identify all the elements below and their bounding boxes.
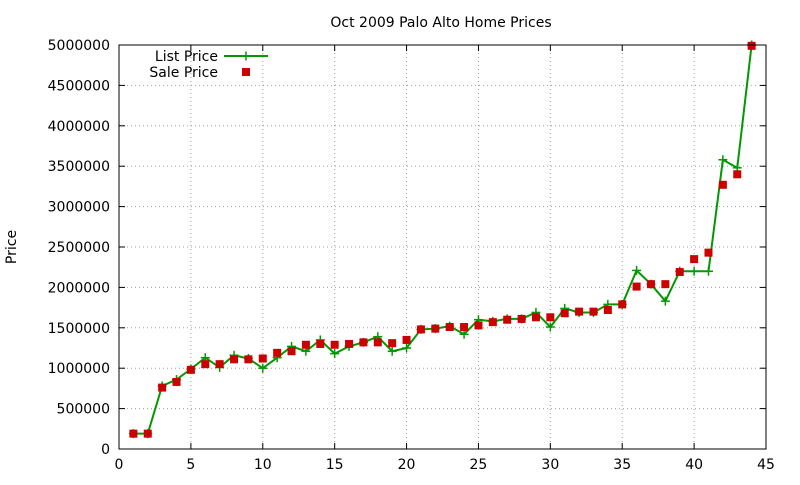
list-price-point bbox=[718, 155, 728, 165]
sale-price-point bbox=[244, 355, 253, 364]
sale-price-point bbox=[215, 360, 224, 369]
sale-price-point bbox=[258, 354, 267, 363]
sale-price-point bbox=[388, 339, 397, 348]
list-price-point bbox=[632, 265, 642, 275]
sale-price-point bbox=[330, 340, 339, 349]
sale-price-point bbox=[373, 338, 382, 347]
plot-series bbox=[128, 40, 757, 439]
sale-price-point bbox=[690, 255, 699, 264]
legend-label-sale-price: Sale Price bbox=[149, 65, 218, 81]
sale-price-point bbox=[531, 313, 540, 322]
plot-border bbox=[118, 44, 767, 450]
sale-price-point bbox=[675, 268, 684, 277]
y-tick-label: 1000000 bbox=[48, 361, 110, 377]
sale-price-point bbox=[345, 339, 354, 348]
sale-price-point bbox=[718, 180, 727, 189]
sale-price-point bbox=[589, 307, 598, 316]
legend-marker-list-price bbox=[241, 51, 251, 61]
y-tick-label: 4500000 bbox=[48, 78, 110, 94]
sale-price-point bbox=[747, 41, 756, 50]
x-tick-label: 0 bbox=[115, 457, 124, 473]
grid-lines bbox=[119, 45, 766, 449]
y-tick-label: 5000000 bbox=[48, 38, 110, 54]
sale-price-point bbox=[316, 339, 325, 348]
sale-price-point bbox=[517, 314, 526, 323]
sale-price-point bbox=[301, 340, 310, 349]
y-tick-label: 500000 bbox=[57, 402, 110, 418]
list-price-line bbox=[133, 44, 753, 435]
sale-price-point bbox=[287, 347, 296, 356]
sale-price-point bbox=[560, 309, 569, 318]
list-price-point bbox=[459, 329, 469, 339]
list-price-point bbox=[402, 343, 412, 353]
y-tick-label: 3000000 bbox=[48, 200, 110, 216]
sale-price-point bbox=[402, 335, 411, 344]
sale-price-point bbox=[488, 318, 497, 327]
sale-price-point bbox=[661, 280, 670, 289]
y-tick-label: 2500000 bbox=[48, 240, 110, 256]
sale-price-point bbox=[733, 170, 742, 179]
x-tick-label: 15 bbox=[326, 457, 344, 473]
list-price-point bbox=[689, 266, 699, 276]
sale-price-point bbox=[445, 322, 454, 331]
sale-price-point bbox=[143, 429, 152, 438]
y-axis-label: Price bbox=[4, 230, 20, 264]
x-tick-label: 25 bbox=[470, 457, 488, 473]
sale-price-point bbox=[474, 321, 483, 330]
sale-price-point bbox=[158, 383, 167, 392]
sale-price-point bbox=[618, 300, 627, 309]
x-tick-label: 40 bbox=[685, 457, 703, 473]
sale-price-point bbox=[172, 377, 181, 386]
x-tick-label: 5 bbox=[186, 457, 195, 473]
sale-price-point bbox=[359, 338, 368, 347]
sale-price-point bbox=[503, 315, 512, 324]
list-price-point bbox=[330, 349, 340, 359]
sale-price-point bbox=[632, 282, 641, 291]
chart-title: Oct 2009 Palo Alto Home Prices bbox=[330, 15, 551, 31]
legend-swatch-sale-price bbox=[242, 68, 250, 76]
list-price-point bbox=[387, 346, 397, 356]
list-price-point bbox=[703, 266, 713, 276]
y-tick-label: 0 bbox=[101, 442, 110, 458]
sale-price-point bbox=[460, 322, 469, 331]
sale-price-point bbox=[704, 248, 713, 257]
x-tick-label: 20 bbox=[398, 457, 416, 473]
x-tick-label: 10 bbox=[254, 457, 272, 473]
sale-price-point bbox=[273, 348, 282, 357]
list-price-point bbox=[545, 322, 555, 332]
sale-price-point bbox=[230, 355, 239, 364]
y-tick-label: 2000000 bbox=[48, 280, 110, 296]
list-price-point bbox=[660, 296, 670, 306]
axis-ticks: 0 500000 1000000 1500000 2000000 2500000 30000… bbox=[48, 38, 775, 473]
y-tick-label: 4000000 bbox=[48, 119, 110, 135]
y-tick-label: 3500000 bbox=[48, 159, 110, 175]
sale-price-point bbox=[603, 306, 612, 315]
x-tick-label: 30 bbox=[541, 457, 559, 473]
sale-price-point bbox=[431, 324, 440, 333]
sale-price-point bbox=[129, 429, 138, 438]
y-tick-label: 1500000 bbox=[48, 321, 110, 337]
sale-price-point bbox=[546, 313, 555, 322]
sale-price-point bbox=[646, 280, 655, 289]
sale-price-point bbox=[201, 360, 210, 369]
sale-price-point bbox=[575, 307, 584, 316]
x-tick-label: 45 bbox=[757, 457, 775, 473]
sale-price-point bbox=[416, 325, 425, 334]
legend-label-list-price: List Price bbox=[155, 49, 218, 65]
list-price-point bbox=[258, 363, 268, 373]
x-tick-label: 35 bbox=[613, 457, 631, 473]
sale-price-point bbox=[186, 365, 195, 374]
